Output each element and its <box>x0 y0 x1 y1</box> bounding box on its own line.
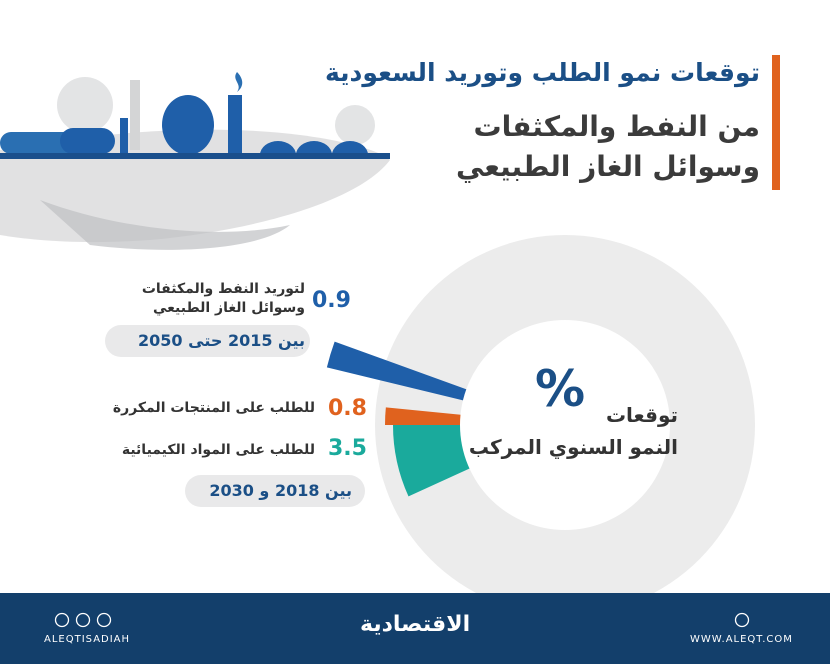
logo: الاقتصادية <box>360 612 471 637</box>
website: WWW.ALEQT.COM <box>690 634 793 645</box>
center-label: توقعات <box>605 403 678 427</box>
period: بين 2018 و 2030 <box>209 481 352 500</box>
series-label: لتوريد النفط والمكثفات وسوائل الغاز الطب… <box>141 281 305 316</box>
social-handle: ALEQTISADIAH <box>44 634 131 645</box>
center-symbol: % <box>535 360 586 418</box>
series-label: للطلب على المواد الكيميائية <box>121 442 315 458</box>
skyline <box>0 72 390 250</box>
value-label: 0.9 <box>312 288 351 313</box>
center-circle <box>460 320 670 530</box>
center-label: النمو السنوي المركب <box>468 435 678 459</box>
value-label: 0.8 <box>328 396 367 421</box>
value-label: 3.5 <box>328 436 367 461</box>
period-pill <box>105 325 310 357</box>
footer-band <box>0 593 830 664</box>
series-label: للطلب على المنتجات المكررة <box>112 400 315 416</box>
social-icons <box>54 612 750 628</box>
title-accent <box>772 55 780 190</box>
period-pill <box>185 475 365 507</box>
period: بين 2015 حتى 2050 <box>138 331 305 350</box>
title: من النفط والمكثفات <box>473 110 760 143</box>
title: توقعات نمو الطلب وتوريد السعودية <box>324 58 760 87</box>
title: وسوائل الغاز الطبيعي <box>455 150 760 183</box>
